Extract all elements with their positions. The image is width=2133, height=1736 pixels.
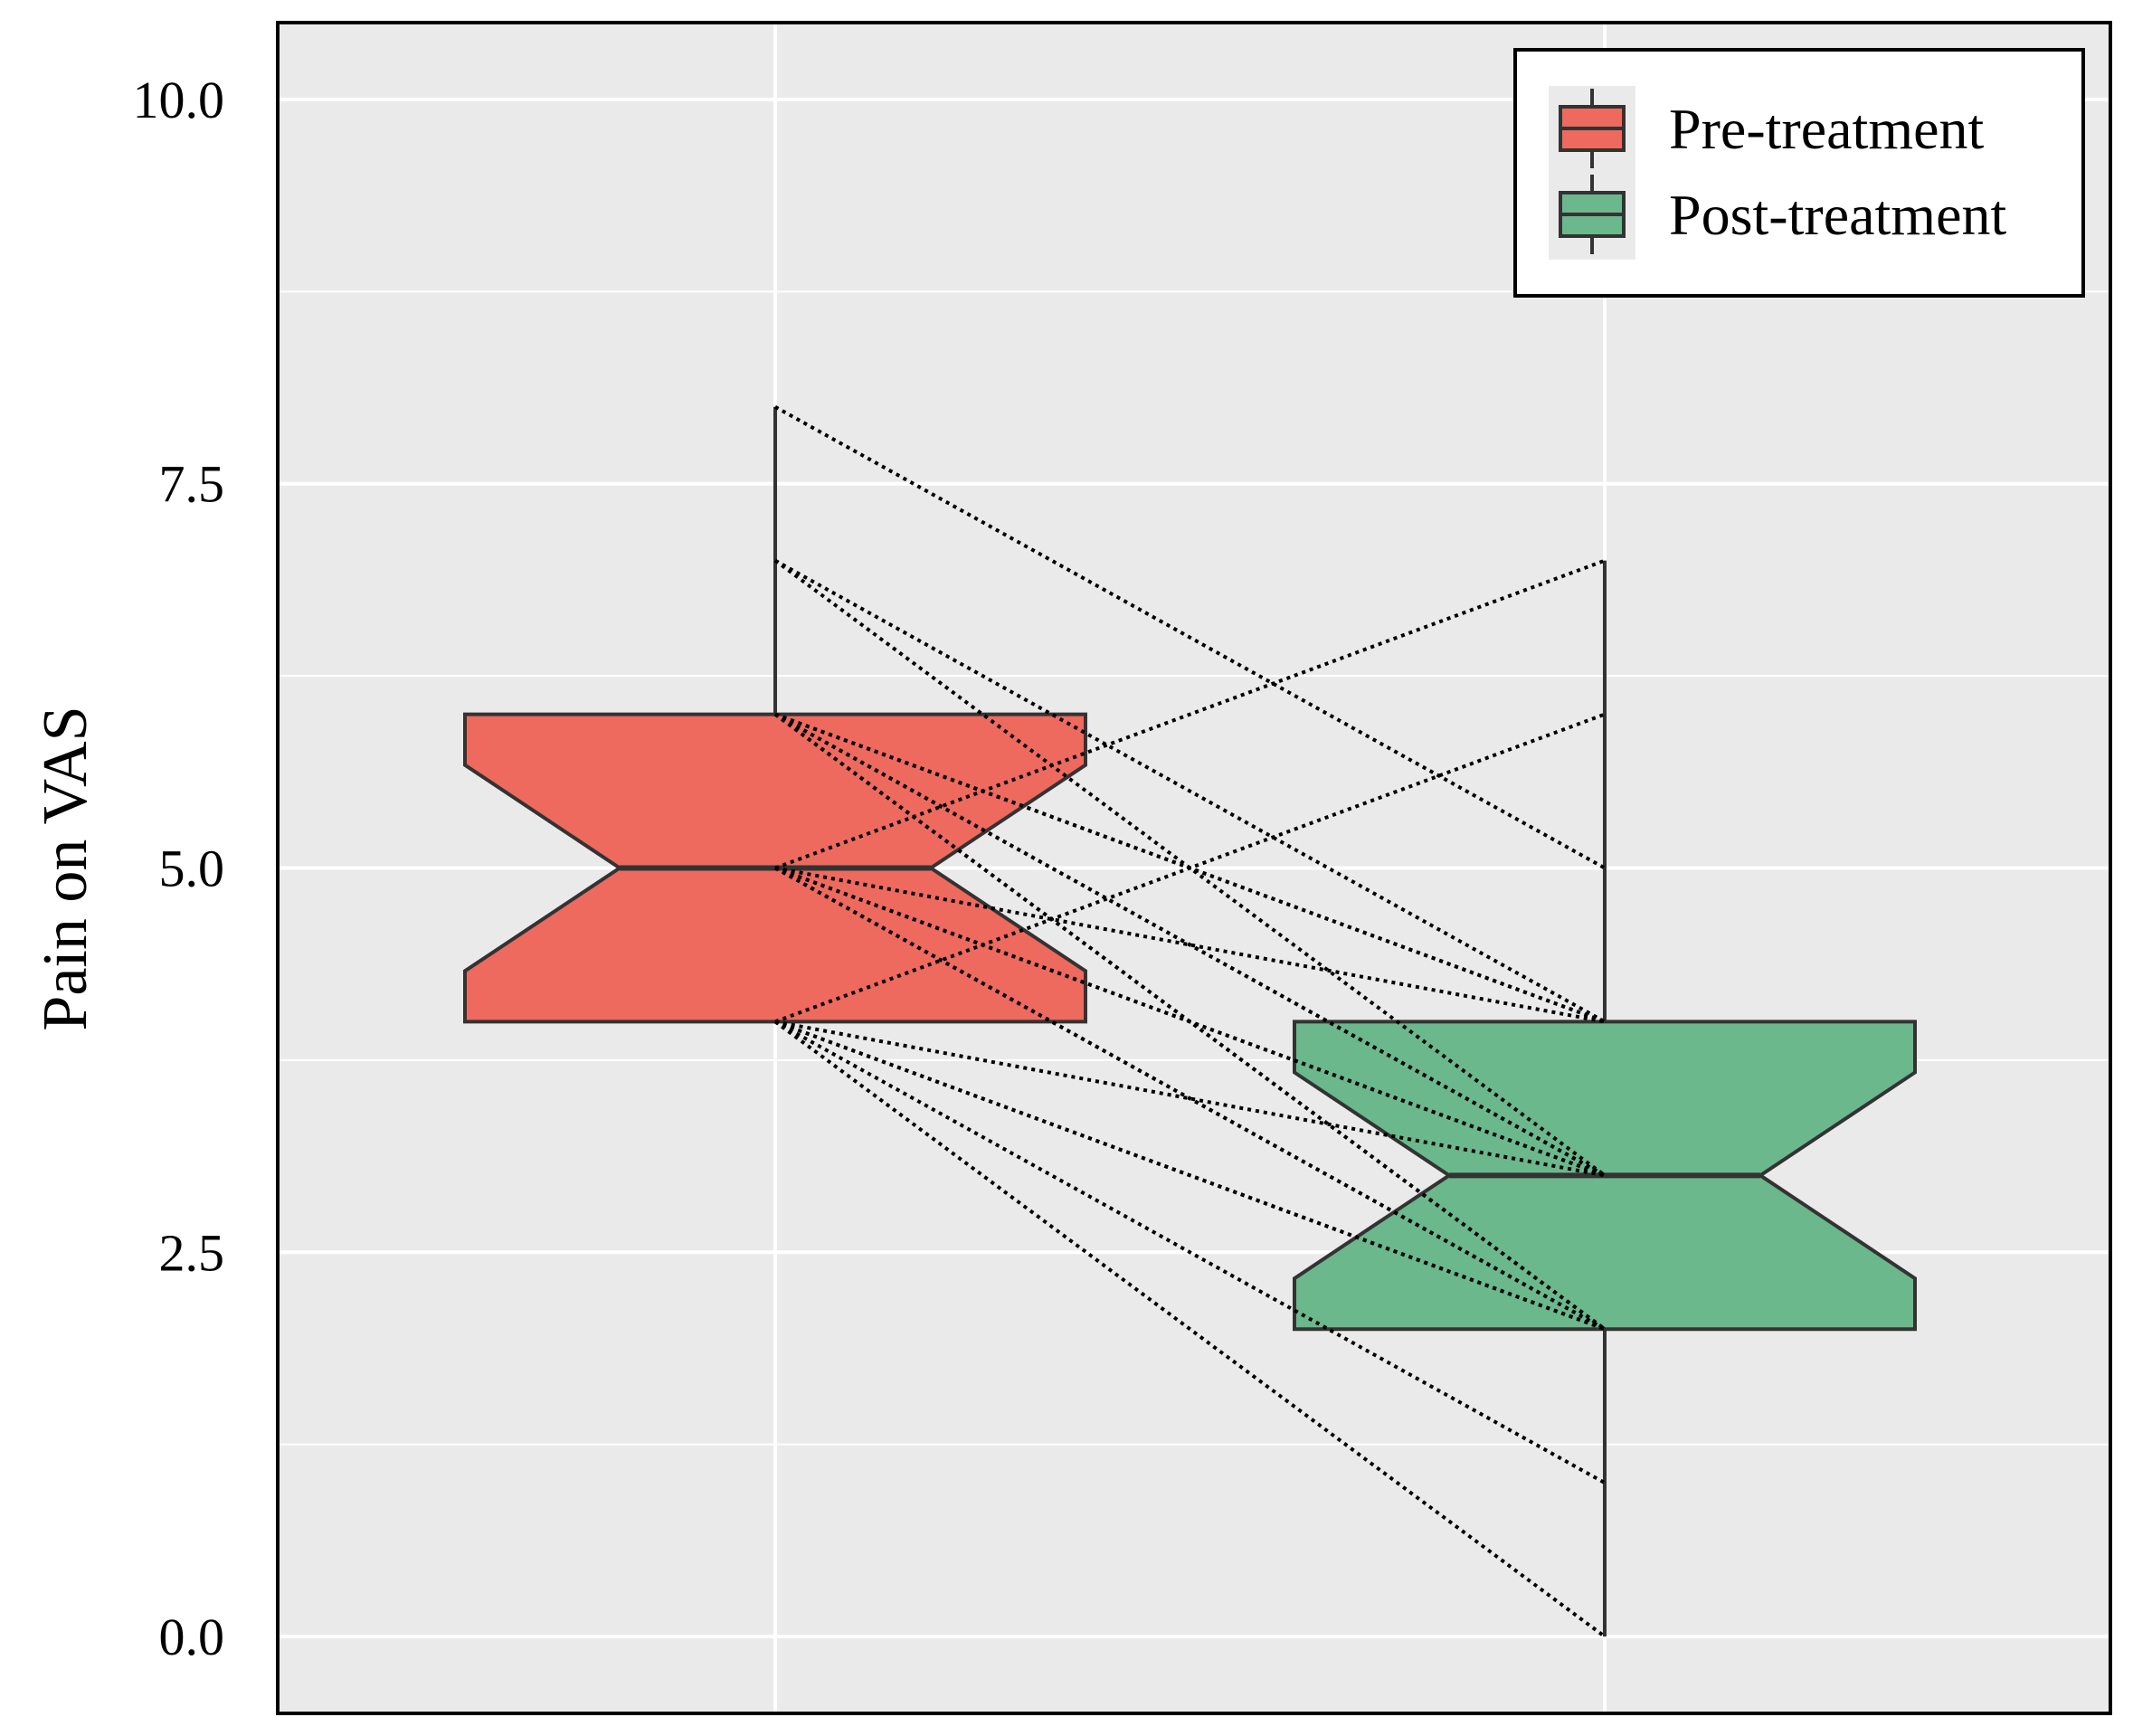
- legend-label: Pre-treatment: [1669, 97, 1985, 161]
- legend-label: Post-treatment: [1669, 183, 2006, 247]
- boxes: [463, 406, 1917, 1637]
- legend-item: Post-treatment: [1559, 175, 2006, 254]
- y-tick-label: 0.0: [159, 1608, 225, 1666]
- plot-frame: [276, 21, 2112, 1715]
- y-tick-label: 2.5: [159, 1223, 225, 1282]
- y-axis-label: Pain on VAS: [31, 706, 100, 1030]
- y-tick-label: 10.0: [133, 71, 225, 129]
- paired-line: [774, 558, 1606, 870]
- paired-line: [774, 1020, 1606, 1332]
- paired-line: [774, 558, 1606, 1024]
- paired-line: [774, 1020, 1606, 1485]
- y-axis-ticks: 0.0 2.5 5.0 7.5 10.0: [133, 71, 225, 1666]
- y-tick-label: 5.0: [159, 840, 225, 898]
- paired-line: [773, 1020, 1607, 1638]
- paired-line: [774, 405, 1606, 870]
- paired-line: [774, 1020, 1606, 1178]
- paired-line: [774, 866, 1606, 1331]
- paired-line: [774, 866, 1606, 1178]
- paired-line: [774, 712, 1606, 1024]
- paired-line: [774, 712, 1606, 1178]
- paired-line: [774, 866, 1606, 1024]
- y-tick-label: 7.5: [159, 455, 225, 514]
- legend: Pre-treatment Post-treatment: [1513, 48, 2085, 298]
- legend-item: Pre-treatment: [1559, 89, 1985, 168]
- paired-lines: [773, 405, 1607, 1638]
